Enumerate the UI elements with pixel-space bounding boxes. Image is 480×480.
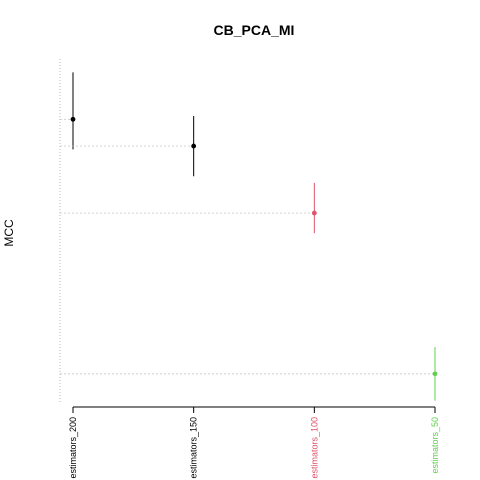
chart-title: CB_PCA_MI: [214, 22, 295, 38]
x-tick-label: estimators_200: [68, 417, 78, 479]
data-point: [191, 143, 197, 149]
data-point: [70, 116, 76, 122]
data-point: [432, 371, 438, 377]
x-tick-label: estimators_100: [309, 417, 319, 479]
data-point: [311, 210, 317, 216]
chart-marks: estimators_200 estimators_150 estimators_1…: [60, 72, 440, 479]
x-tick-label: estimators_50: [430, 417, 440, 474]
y-axis-label: MCC: [2, 219, 16, 247]
x-tick-label: estimators_150: [189, 417, 199, 479]
